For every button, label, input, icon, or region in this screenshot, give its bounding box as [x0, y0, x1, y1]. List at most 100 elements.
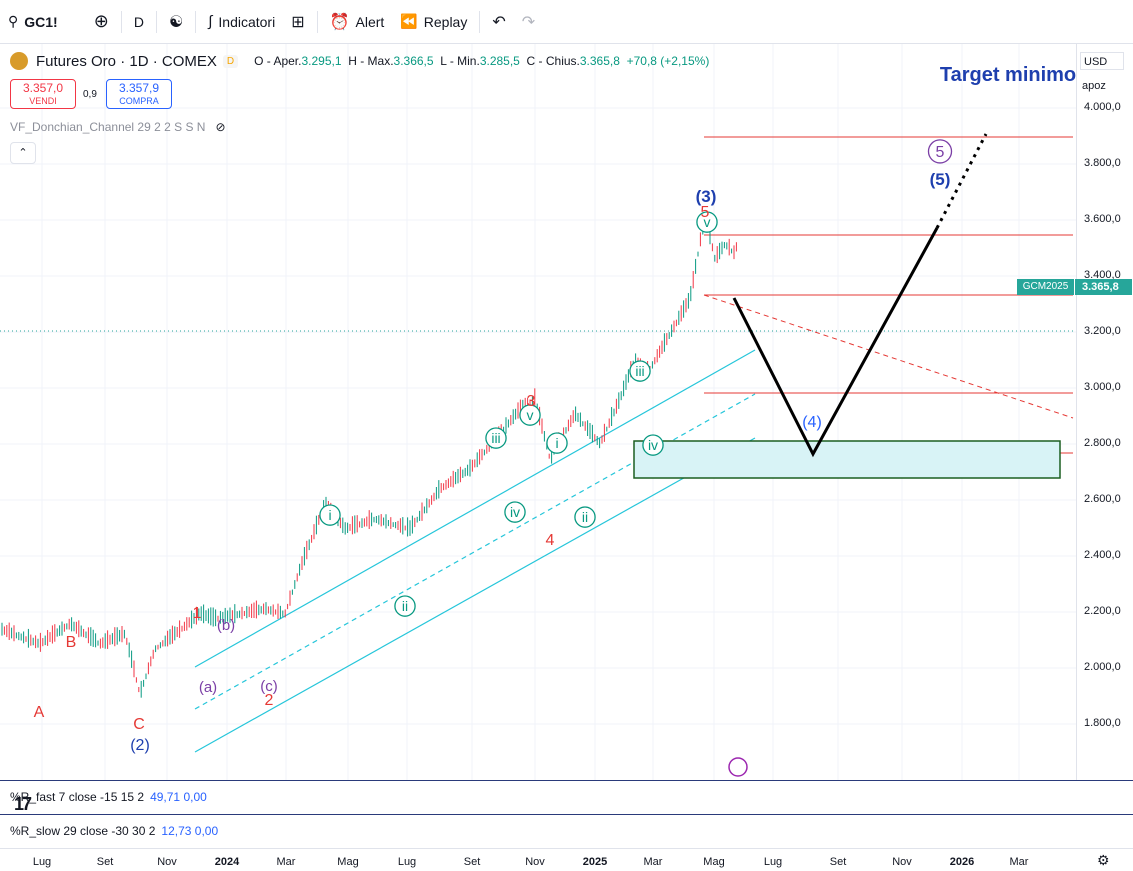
scale-mode[interactable]: apoz — [1082, 80, 1106, 92]
price-tick-label: 3.200,0 — [1084, 325, 1121, 337]
time-tick-label: Mag — [337, 856, 359, 868]
wave-label-wave-2[interactable]: 2 — [265, 692, 274, 709]
divider — [120, 10, 122, 33]
wave-label-A[interactable]: A — [34, 704, 45, 721]
time-tick-label: Lug — [763, 856, 783, 868]
eye-hidden-icon[interactable]: ⊘ — [215, 120, 226, 134]
wave-label-wave-3-blue[interactable]: (3) — [696, 187, 717, 206]
time-tick-label: 2024 — [214, 856, 240, 868]
wave-label-i[interactable]: i — [328, 507, 331, 523]
wave-label-circle — [394, 595, 416, 617]
wave-label-b[interactable]: (b) — [217, 617, 235, 634]
wave-label-wave-4-blue[interactable]: (4) — [802, 414, 822, 431]
r-slow-values: 12,73 0,00 — [161, 824, 219, 838]
grid-icon: ⊞ — [291, 13, 305, 31]
wave-label-wave-5-blue[interactable]: (5) — [930, 170, 951, 189]
r-slow-pane[interactable]: %R_slow 29 close -30 30 2 12,73 0,00 — [0, 814, 1133, 849]
open-value: 3.295,1 — [301, 54, 342, 68]
wave-label-iv[interactable]: iv — [648, 437, 658, 453]
projection-dotted-extension[interactable] — [935, 133, 988, 229]
layouts-button[interactable]: ⊞ — [283, 7, 312, 37]
price-tick-label: 2.200,0 — [1084, 605, 1121, 617]
r-slow-label: %R_slow 29 close -30 30 2 — [10, 824, 156, 838]
currency-select[interactable]: USD — [1080, 52, 1124, 70]
low-value: 3.285,5 — [479, 54, 520, 68]
r-fast-pane[interactable]: %R_fast 7 close -15 15 2 49,71 0,00 — [0, 780, 1133, 815]
indicator-legend[interactable]: VF_Donchian_Channel 29 2 2 S S N ⊘ — [10, 120, 226, 134]
wave-label-c[interactable]: (c) — [260, 678, 278, 695]
tradingview-logo: 17 — [14, 794, 32, 814]
r-fast-label: %R_fast 7 close -15 15 2 — [10, 790, 145, 804]
redo-button[interactable]: ↷ — [514, 7, 543, 37]
alarm-clock-icon: ⏰ — [329, 13, 350, 31]
legend-badge[interactable]: D — [222, 54, 239, 68]
trendline-dashed-red[interactable] — [703, 294, 1074, 419]
price-bars — [1, 212, 737, 698]
main-chart[interactable]: Target minimo A B C (2) 1 (b) (a) (c) 2 i ii iii iv v 3… — [0, 44, 1076, 814]
replay-button[interactable]: ⏪ Replay — [392, 7, 475, 37]
price-tick-label: 1.800,0 — [1084, 717, 1121, 729]
wave-label-iv[interactable]: iv — [510, 504, 520, 520]
price-tick-label: 2.000,0 — [1084, 661, 1121, 673]
wave-label-wave-4[interactable]: 4 — [546, 532, 555, 549]
chart-type-button[interactable]: ☯ — [161, 7, 191, 37]
wave-label-iii[interactable]: iii — [635, 363, 644, 379]
wave-label-v[interactable]: v — [527, 407, 534, 423]
wave-label-iii[interactable]: iii — [491, 430, 500, 446]
buy-price: 3.357,9 — [118, 81, 160, 95]
search-icon: ⚲ — [8, 13, 19, 29]
wave-label-v[interactable]: v — [704, 214, 711, 230]
wave-label-wave-5[interactable]: 5 — [701, 204, 710, 221]
undo-icon: ↶ — [492, 13, 506, 31]
wave-label-circle — [504, 501, 526, 523]
wave-label-target[interactable]: Target minimo — [940, 64, 1076, 86]
time-axis[interactable]: Lug Set Nov 2024 Mar Mag Lug Set Nov 2025 Mar Mag Lu… — [0, 848, 1133, 871]
high-value: 3.366,5 — [393, 54, 434, 68]
wave-label-wave-5-purple[interactable]: 5 — [936, 144, 945, 161]
collapse-legend-button[interactable]: ⌃ — [10, 142, 36, 164]
channel-upper-line[interactable] — [194, 349, 756, 668]
support-zone-box[interactable] — [633, 440, 1061, 479]
chevron-up-icon: ⌃ — [18, 147, 28, 159]
sell-button[interactable]: 3.357,0 VENDI — [10, 79, 76, 109]
wave-label-wave-3[interactable]: 3 — [527, 393, 536, 410]
sell-price: 3.357,0 — [22, 81, 64, 95]
wave-label-a[interactable]: (a) — [199, 679, 217, 696]
gear-icon[interactable]: ⚙ — [1097, 852, 1110, 868]
symbol-search[interactable]: ⚲ GC1! — [0, 7, 66, 37]
rewind-icon: ⏪ — [400, 13, 418, 29]
indicator-name: VF_Donchian_Channel 29 2 2 S S N — [10, 120, 206, 134]
wave-label-wave-1[interactable]: 1 — [193, 605, 202, 622]
wave-label-circle — [642, 434, 664, 456]
sell-label: VENDI — [29, 96, 57, 106]
r-slow-legend: %R_slow 29 close -30 30 2 12,73 0,00 — [10, 824, 218, 838]
channel-lower-line[interactable] — [194, 437, 756, 753]
wave-label-C[interactable]: C — [133, 716, 145, 733]
time-tick-label: Lug — [32, 856, 52, 868]
time-tick-label: Nov — [892, 856, 912, 868]
buy-button[interactable]: 3.357,9 COMPRA — [106, 79, 172, 109]
interval-button[interactable]: D — [126, 7, 152, 37]
event-marker-icon[interactable] — [728, 757, 748, 777]
wave-label-i[interactable]: i — [555, 435, 558, 451]
bars-icon: ☯ — [168, 13, 184, 31]
last-price-tag: 3.365,8 — [1075, 279, 1132, 295]
wave-label-ii[interactable]: ii — [402, 598, 408, 614]
wave-label-B[interactable]: B — [66, 634, 77, 651]
wave-label-wave-2-blue[interactable]: (2) — [130, 737, 150, 754]
alert-button[interactable]: ⏰ Alert — [322, 7, 393, 37]
undo-button[interactable]: ↶ — [484, 7, 513, 37]
wave-label-circle — [519, 404, 541, 426]
wave-label-ii[interactable]: ii — [582, 509, 588, 525]
compare-button[interactable]: ⊕ — [86, 7, 117, 37]
gold-symbol-icon — [10, 52, 28, 70]
indicators-label: Indicatori — [218, 13, 276, 30]
projection-path[interactable] — [732, 227, 939, 458]
indicators-button[interactable]: ∫ Indicatori — [200, 7, 283, 37]
price-tick-label: 3.400,0 — [1084, 269, 1121, 281]
divider — [479, 10, 481, 33]
divider — [316, 10, 318, 33]
open-label: O - Aper. — [254, 54, 302, 68]
price-axis[interactable] — [1076, 44, 1133, 780]
